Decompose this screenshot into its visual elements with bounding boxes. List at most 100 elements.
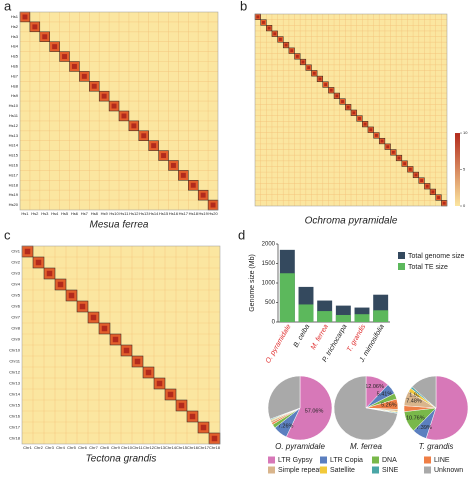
row-label: Hs7 [11, 73, 19, 78]
col-label: Hs5 [61, 211, 69, 216]
heatmap-core [358, 117, 361, 120]
row-label: Hs10 [9, 103, 19, 108]
row-label: Hs19 [9, 192, 19, 197]
heatmap-core [380, 139, 384, 143]
heatmap-core [46, 270, 53, 277]
legend-label: Satellite [330, 467, 355, 474]
bar [373, 310, 389, 322]
heatmap-core [170, 162, 176, 168]
x-tick-label: O. pyramidale [265, 323, 293, 364]
legend-label: DNA [382, 457, 397, 464]
row-label: Hs12 [9, 123, 19, 128]
heatmap-core [111, 103, 117, 109]
col-label: Hs13 [139, 211, 149, 216]
row-label: Chr9 [11, 337, 20, 342]
col-label: Hs15 [159, 211, 169, 216]
col-label: Chr10 [121, 445, 133, 450]
legend-label: SINE [382, 467, 399, 474]
heatmap-core [284, 43, 288, 47]
heatmap-core [180, 172, 186, 178]
heatmap-core [324, 83, 327, 86]
bar [335, 314, 351, 322]
col-label: Chr16 [187, 445, 199, 450]
row-label: Hs14 [9, 143, 19, 148]
pie-title: T. grandis [419, 442, 454, 451]
col-label: Hs12 [129, 211, 139, 216]
col-label: Chr3 [45, 445, 54, 450]
heatmap-core [397, 156, 401, 160]
heatmap-core [352, 111, 356, 115]
col-label: Hs6 [71, 211, 79, 216]
col-label: Chr2 [34, 445, 43, 450]
heatmap-core [408, 167, 412, 171]
heatmap-core [190, 182, 196, 188]
y-tick-label: 1500 [262, 261, 276, 267]
row-label: Hs20 [9, 202, 19, 207]
heatmap-core [329, 88, 333, 92]
heatmap-core [256, 15, 260, 19]
legend-label: Unknown [434, 467, 463, 474]
chart-title: Mesua ferrea [90, 220, 149, 231]
row-label: Chr11 [9, 359, 20, 364]
row-label: Hs9 [11, 93, 19, 98]
row-label: Chr1 [11, 249, 20, 254]
col-label: Chr13 [154, 445, 166, 450]
heatmap-core [91, 83, 97, 89]
row-label: Hs5 [11, 54, 19, 59]
heatmap-core [210, 202, 216, 208]
col-label: Hs17 [179, 211, 189, 216]
heatmap-core [442, 201, 446, 205]
col-label: Hs20 [208, 211, 218, 216]
heatmap-core [161, 153, 167, 159]
heatmap-core [22, 14, 28, 20]
row-label: Chr17 [9, 425, 21, 430]
col-label: Hs9 [101, 211, 109, 216]
heatmap-core [262, 21, 265, 24]
heatmap-core [375, 134, 378, 137]
y-tick-label: 2000 [262, 242, 276, 248]
legend-swatch [320, 466, 327, 474]
legend-swatch [320, 456, 327, 464]
row-label: Hs11 [9, 113, 19, 118]
panel-letter: b [240, 0, 247, 13]
x-tick-label: B. ceiba [293, 323, 312, 348]
col-label: Chr5 [67, 445, 76, 450]
legend-swatch [398, 263, 405, 270]
chart-title: Ochroma pyramidale [305, 216, 398, 227]
row-label: Chr2 [11, 260, 20, 265]
heatmap-core [200, 192, 206, 198]
heatmap-core [318, 77, 322, 81]
col-label: Hs4 [51, 211, 59, 216]
heatmap-core [151, 143, 157, 149]
row-label: Chr18 [9, 436, 21, 441]
heatmap-core [71, 63, 77, 69]
legend-label: Total TE size [408, 264, 448, 271]
col-label: Chr8 [100, 445, 109, 450]
heatmap-core [121, 113, 127, 119]
slice-label: 7.39% [416, 425, 432, 431]
row-label: Hs6 [11, 64, 19, 69]
y-tick-label: 1000 [262, 281, 276, 287]
col-label: Chr14 [165, 445, 177, 450]
heatmap-core [386, 145, 390, 149]
pie-title: O. pyramidale [275, 442, 325, 451]
col-label: Hs1 [21, 211, 29, 216]
heatmap-core [24, 248, 31, 255]
legend-swatch [424, 466, 431, 474]
heatmap-core [101, 93, 107, 99]
heatmap-core [425, 184, 429, 188]
colorbar [455, 133, 460, 206]
row-label: Chr12 [9, 370, 21, 375]
heatmap-core [167, 391, 174, 398]
row-label: Hs3 [11, 34, 19, 39]
legend-swatch [372, 456, 379, 464]
bar [298, 304, 314, 322]
col-label: Chr7 [89, 445, 98, 450]
heatmap-core [200, 424, 207, 431]
bar [354, 314, 370, 322]
col-label: Hs18 [189, 211, 199, 216]
heatmap-core [279, 38, 282, 41]
heatmap-core [52, 44, 58, 50]
pie-slice [411, 375, 437, 409]
heatmap-core [131, 123, 137, 129]
